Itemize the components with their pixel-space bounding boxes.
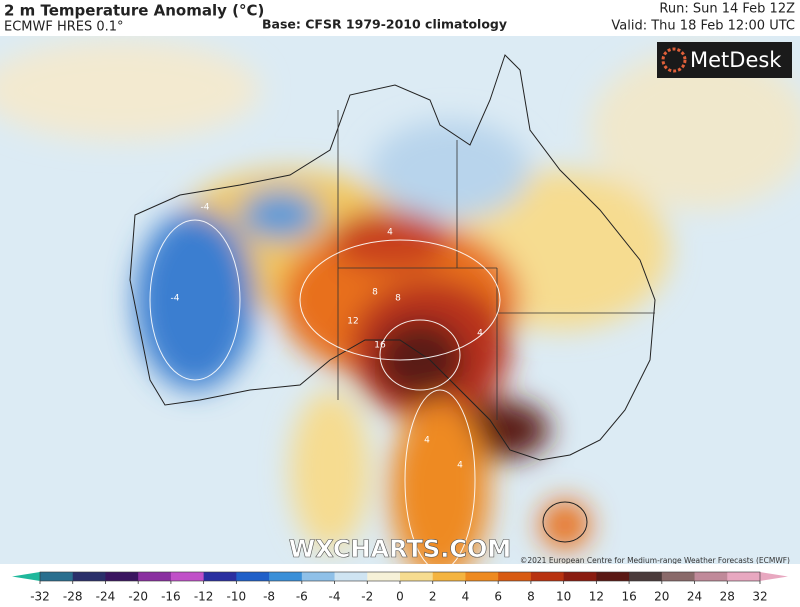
colorbar-tick-label: -10 [227,590,247,604]
colorbar-segment [170,572,205,581]
colorbar-tick-label: 6 [494,590,502,604]
contour-label: 12 [347,317,358,327]
colorbar-segment [661,572,696,581]
colorbar-tick-label: -28 [63,590,83,604]
colorbar-segment [40,572,74,581]
colorbar-segment [432,572,466,581]
copyright: ©2021 European Centre for Medium-range W… [520,556,790,565]
colorbar-tick-label: -8 [263,590,275,604]
colorbar: -32 -28 -24 -20 -16 -12 -10 -8 -6 -4 -2 0 2 4 6 8 10 12 16… [12,571,788,604]
contour-label: 16 [374,341,386,351]
colorbar-segment [105,572,139,581]
contour-label: -4 [171,294,180,304]
contour-label: 4 [457,461,463,471]
run: Run: Sun 14 Feb 12Z [659,2,795,17]
colorbar-tick-label: -4 [329,590,341,604]
colorbar-tick-label: 32 [752,590,767,604]
colorbar-segment [694,572,728,581]
colorbar-tick-label: -32 [30,590,50,604]
colorbar-segment [727,572,761,581]
colorbar-segment [269,572,303,581]
colorbar-segment [596,572,630,581]
colorbar-tick-label: 4 [462,590,470,604]
colorbar-tick-label: -6 [296,590,308,604]
title: 2 m Temperature Anomaly (°C) [4,2,264,20]
colorbar-tick-label: 28 [720,590,735,604]
colorbar-tick-label: -12 [194,590,214,604]
colorbar-tick-label: 2 [429,590,437,604]
colorbar-segment [629,572,663,581]
colorbar-segment [367,572,401,581]
colorbar-arrow [12,572,40,581]
colorbar-segment [236,572,270,581]
colorbar-segment [334,572,368,581]
colorbar-tick-label: -20 [128,590,148,604]
colorbar-segment [400,572,434,581]
contour-label: 4 [387,228,393,238]
colorbar-tick-label: 10 [556,590,571,604]
logo: MetDesk [657,42,792,78]
colorbar-segment [530,572,565,581]
colorbar-segment [138,572,172,581]
watermark: WXCHARTS.COM [289,535,511,563]
colorbar-tick-label: 24 [687,590,702,604]
colorbar-tick-label: -16 [161,590,181,604]
valid: Valid: Thu 18 Feb 12:00 UTC [611,19,795,34]
colorbar-tick-label: 20 [654,590,669,604]
colorbar-segment [301,572,336,581]
contour-label: 4 [424,436,430,446]
colorbar-segment [563,572,597,581]
colorbar-segment [203,572,237,581]
map: -4 -4 4 4 8 8 12 16 4 4 MetDesk WXCHARTS.COM ©202… [0,36,800,565]
contour-label: -4 [201,203,210,213]
colorbar-segment [72,572,106,581]
colorbar-arrow [760,572,788,581]
colorbar-tick-label: 0 [396,590,404,604]
colorbar-segment [465,572,499,581]
colorbar-tick-label: -2 [361,590,373,604]
base: Base: CFSR 1979-2010 climatology [262,17,507,32]
logo-text: MetDesk [690,48,782,72]
colorbar-segment [498,572,532,581]
colorbar-tick-label: 12 [589,590,604,604]
colorbar-tick-label: 16 [621,590,636,604]
colorbar-tick-label: 8 [527,590,535,604]
contour-label: 8 [395,294,401,304]
contour-label: 4 [477,329,483,339]
contour-label: 8 [372,288,378,298]
colorbar-tick-label: -24 [96,590,116,604]
model: ECMWF HRES 0.1° [4,20,124,35]
